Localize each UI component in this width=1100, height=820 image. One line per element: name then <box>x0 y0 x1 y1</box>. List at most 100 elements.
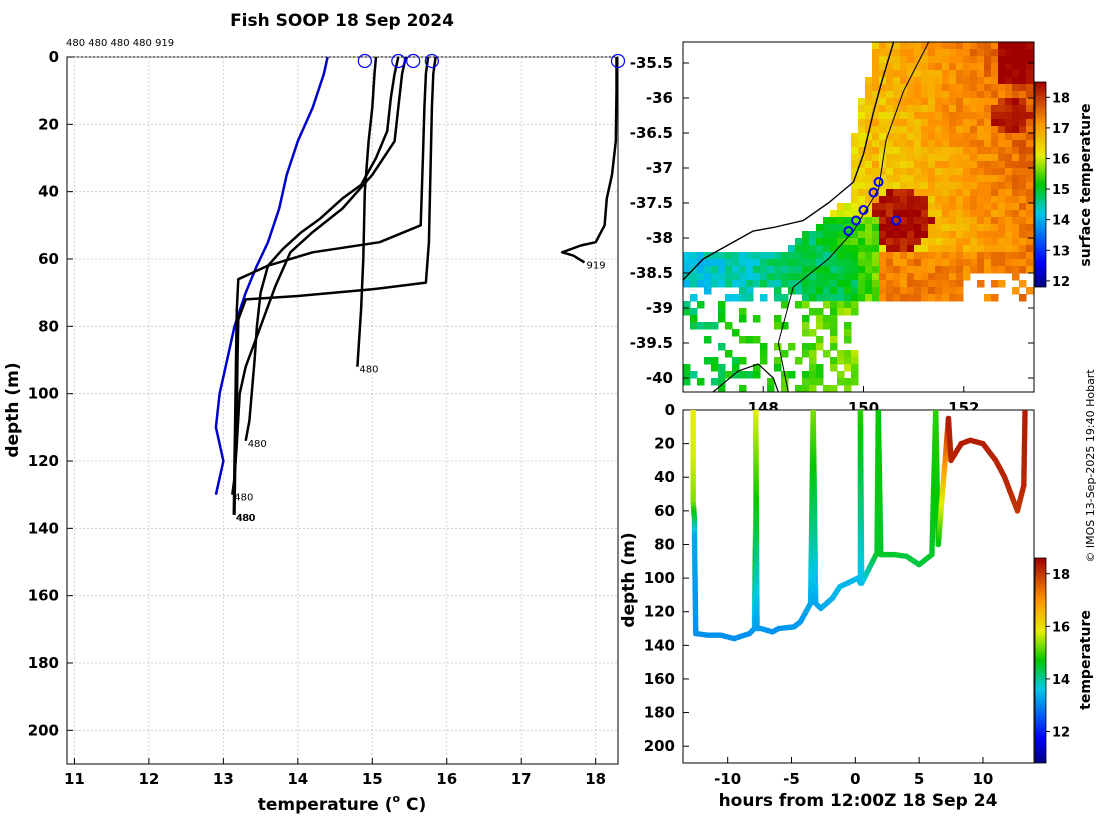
sst-cell <box>900 70 908 78</box>
sst-cell <box>1005 98 1013 106</box>
sst-cell <box>1026 84 1034 92</box>
sst-cell <box>1005 203 1013 211</box>
sst-cell <box>837 203 845 211</box>
sst-cell <box>893 84 901 92</box>
sst-cell <box>1019 203 1027 211</box>
sst-cell <box>683 364 691 372</box>
island-coastline <box>712 363 779 392</box>
sst-cell <box>844 294 852 302</box>
sst-cell <box>802 322 810 330</box>
sst-cell <box>1012 126 1020 134</box>
sst-cell <box>893 196 901 204</box>
sst-cell <box>872 294 880 302</box>
sst-cell <box>774 252 782 260</box>
sst-cell <box>858 112 866 120</box>
sst-cell <box>886 203 894 211</box>
y-tick-label: 80 <box>654 535 675 553</box>
sst-cell <box>837 350 845 358</box>
sst-cell <box>795 385 803 392</box>
sst-cell <box>998 84 1006 92</box>
sst-cell <box>718 266 726 274</box>
sst-cell <box>970 98 978 106</box>
sst-cell <box>872 189 880 197</box>
sst-cell <box>928 182 936 190</box>
sst-cell <box>886 154 894 162</box>
sst-cell <box>781 301 789 309</box>
sst-cell <box>781 280 789 288</box>
sst-cell <box>732 364 740 372</box>
sst-cell <box>921 161 929 169</box>
sst-cell <box>1012 238 1020 246</box>
sst-cell <box>900 189 908 197</box>
sst-cell <box>928 287 936 295</box>
sst-cell <box>844 266 852 274</box>
sst-cell <box>725 294 733 302</box>
sst-cell <box>802 343 810 351</box>
sst-cell <box>949 56 957 64</box>
sst-cell <box>690 308 698 316</box>
sst-cell <box>991 70 999 78</box>
sst-cell <box>900 168 908 176</box>
sst-cell <box>704 266 712 274</box>
sst-cell <box>816 245 824 253</box>
sst-cell <box>760 273 768 281</box>
sst-cell <box>977 126 985 134</box>
sst-cell <box>1026 210 1034 218</box>
sst-cell <box>991 126 999 134</box>
colorbar-tick-label: 15 <box>1052 183 1070 198</box>
sst-cell <box>830 224 838 232</box>
sst-cell <box>921 49 929 57</box>
sst-cell <box>914 231 922 239</box>
sst-cell <box>963 70 971 78</box>
sst-cell <box>837 308 845 316</box>
sst-cell <box>907 161 915 169</box>
sst-cell <box>865 147 873 155</box>
sst-cell <box>844 203 852 211</box>
sst-cell <box>1005 161 1013 169</box>
sst-cell <box>879 84 887 92</box>
sst-cell <box>977 252 985 260</box>
sst-cell <box>725 266 733 274</box>
sst-cell <box>942 259 950 267</box>
sst-cell <box>970 252 978 260</box>
sst-cell <box>1012 273 1020 281</box>
profile-y-axis-label: depth (m) <box>3 362 23 457</box>
sst-cell <box>921 280 929 288</box>
sst-cell <box>837 273 845 281</box>
sst-cell <box>830 322 838 330</box>
sst-cell <box>690 280 698 288</box>
sst-cell <box>823 238 831 246</box>
sst-cell <box>977 98 985 106</box>
sst-cell <box>739 336 747 344</box>
sst-cell <box>1012 245 1020 253</box>
sst-cell <box>921 287 929 295</box>
sst-cell <box>1026 63 1034 71</box>
sst-cell <box>711 266 719 274</box>
sst-cell <box>879 140 887 148</box>
sst-cell <box>1005 224 1013 232</box>
sst-cell <box>802 378 810 386</box>
sst-cell <box>928 91 936 99</box>
surface-start-marker <box>406 53 421 69</box>
sst-cell <box>774 273 782 281</box>
sst-cell <box>823 266 831 274</box>
section-colorbar-label: temperature <box>1078 610 1094 710</box>
colorbar-tick-label: 18 <box>1052 568 1070 583</box>
y-tick-label: 180 <box>644 704 675 722</box>
sst-cell <box>1019 182 1027 190</box>
sst-cell <box>886 280 894 288</box>
sst-cell <box>865 133 873 141</box>
sst-cell <box>935 84 943 92</box>
sst-cell <box>872 119 880 127</box>
sst-cell <box>1012 217 1020 225</box>
sst-cell <box>963 245 971 253</box>
sst-cell <box>795 287 803 295</box>
sst-cell <box>1019 70 1027 78</box>
sst-cell <box>970 203 978 211</box>
cast-location-marker <box>868 187 879 198</box>
sst-cell <box>914 70 922 78</box>
sst-cell <box>900 133 908 141</box>
sst-cell <box>914 126 922 134</box>
sst-cell <box>872 154 880 162</box>
sst-cell <box>1012 182 1020 190</box>
